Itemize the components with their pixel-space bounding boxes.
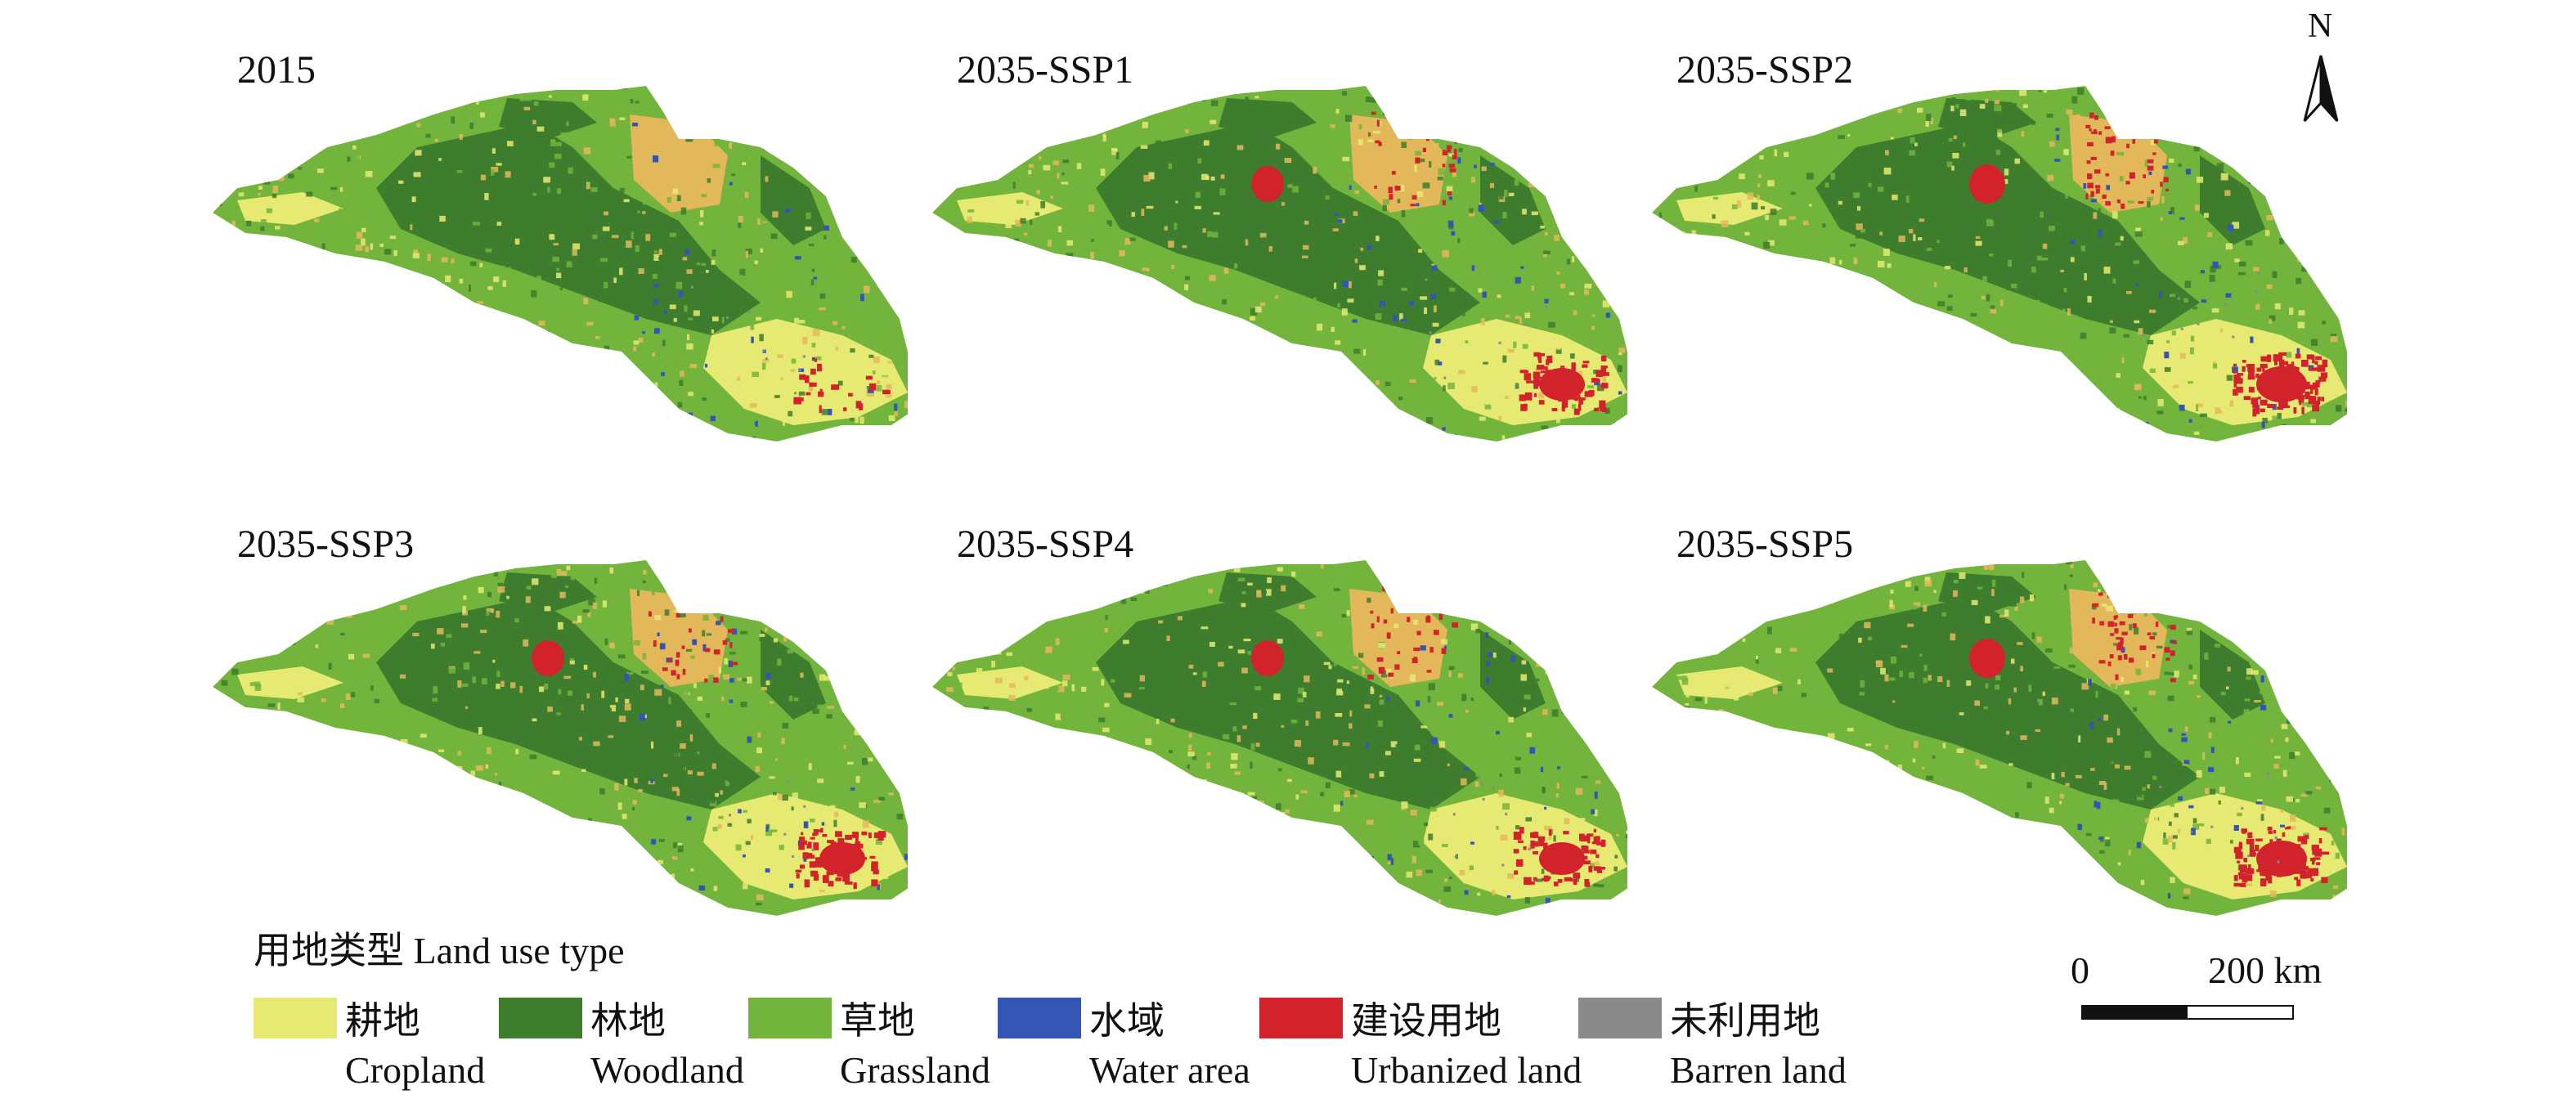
legend-label-zh: 水域 <box>1089 1000 1165 1042</box>
scale-bar: 0 200 km <box>2071 949 2339 1030</box>
north-arrow: N <box>2282 7 2372 129</box>
map-panel-ssp4: 2035-SSP4 <box>908 499 1627 924</box>
panel-title: 2035-SSP2 <box>1676 48 1854 92</box>
legend: 用地类型 Land use type 耕地 Cropland 林地 Woodla… <box>254 916 1971 1096</box>
map-panel-2015: 2015 <box>188 25 908 450</box>
legend-title: 用地类型 Land use type <box>254 930 625 971</box>
legend-swatch <box>1259 998 1343 1038</box>
scale-bar-graphic <box>2081 1005 2294 1020</box>
legend-label-en: Water area <box>1089 1049 1250 1091</box>
legend-label-zh: 耕地 <box>345 1000 420 1042</box>
panel-title: 2035-SSP1 <box>957 48 1134 92</box>
north-label: N <box>2308 7 2333 45</box>
land-use-map <box>213 560 908 916</box>
map-panel-ssp3: 2035-SSP3 <box>188 499 908 924</box>
legend-item-barren: 未利用地 Barren land <box>1578 991 1848 1097</box>
land-use-map <box>213 86 908 442</box>
legend-item-urbanized: 建设用地 Urbanized land <box>1259 991 1582 1097</box>
scale-start-label: 0 <box>2071 949 2089 991</box>
panel-title: 2035-SSP4 <box>957 523 1134 566</box>
legend-item-woodland: 林地 Woodland <box>499 991 769 1097</box>
legend-item-water: 水域 Water area <box>998 991 1268 1097</box>
legend-label-en: Woodland <box>590 1049 744 1091</box>
legend-swatch <box>499 998 582 1038</box>
legend-label-zh: 林地 <box>590 1000 666 1042</box>
legend-label-en: Cropland <box>345 1049 486 1091</box>
legend-label-en: Urbanized land <box>1351 1049 1582 1091</box>
panel-title: 2015 <box>237 48 316 92</box>
scale-end-label: 200 km <box>2208 949 2322 991</box>
panel-title: 2035-SSP3 <box>237 523 415 566</box>
legend-swatch <box>254 998 337 1038</box>
land-use-map <box>932 86 1627 442</box>
legend-swatch <box>998 998 1081 1038</box>
north-arrow-icon <box>2303 55 2339 123</box>
legend-swatch <box>1578 998 1662 1038</box>
legend-label-zh: 草地 <box>840 1000 915 1042</box>
legend-item-cropland: 耕地 Cropland <box>254 991 523 1097</box>
panel-title: 2035-SSP5 <box>1676 523 1854 566</box>
legend-label-zh: 未利用地 <box>1670 1000 1820 1042</box>
legend-label-en: Grassland <box>840 1049 990 1091</box>
map-panel-ssp5: 2035-SSP5 <box>1627 499 2347 924</box>
land-use-map <box>1652 560 2347 916</box>
legend-label-zh: 建设用地 <box>1351 1000 1501 1042</box>
map-panel-ssp1: 2035-SSP1 <box>908 25 1627 450</box>
legend-label-en: Barren land <box>1670 1049 1847 1091</box>
land-use-map <box>932 560 1627 916</box>
legend-item-grassland: 草地 Grassland <box>748 991 1018 1097</box>
legend-swatch <box>748 998 832 1038</box>
map-panel-ssp2: 2035-SSP2 <box>1627 25 2347 450</box>
land-use-map <box>1652 86 2347 442</box>
